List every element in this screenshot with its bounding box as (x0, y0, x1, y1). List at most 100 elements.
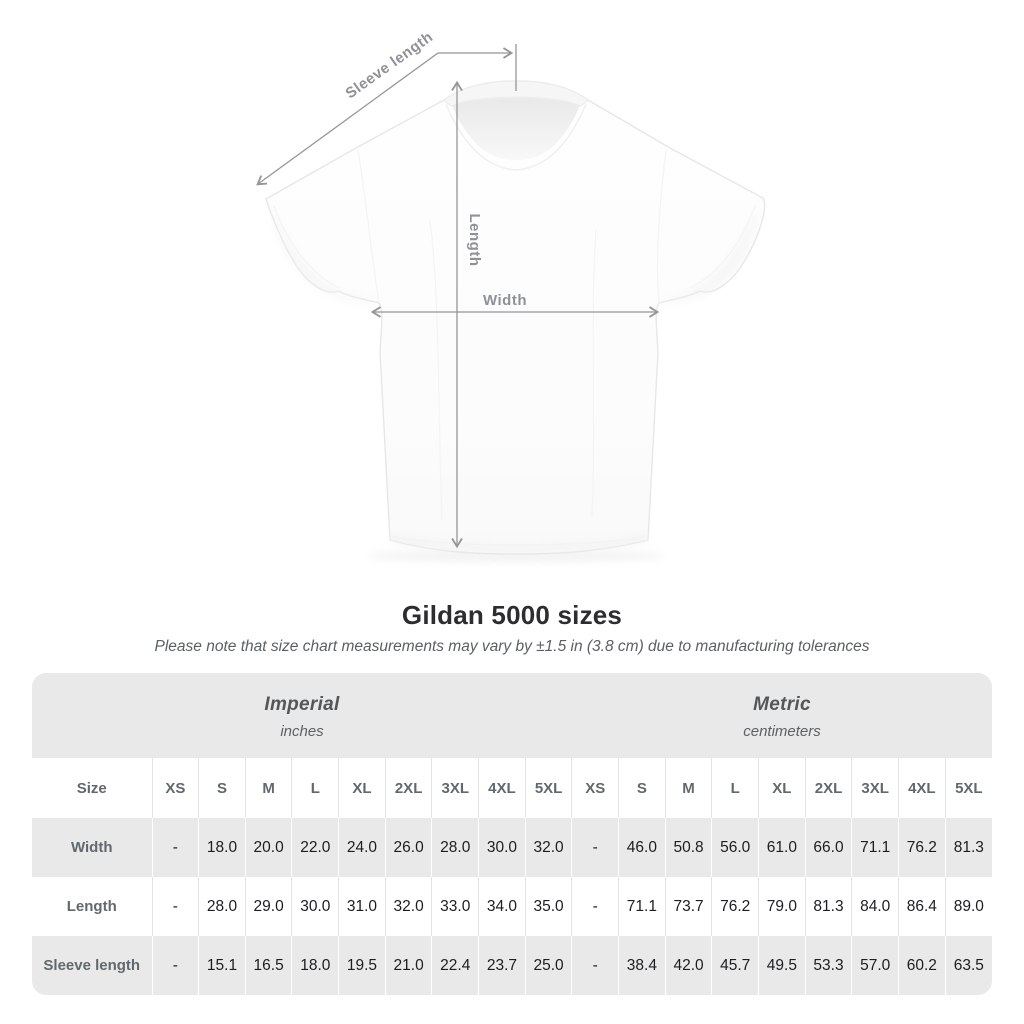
measurement-row: Length -28.0 29.0 30.0 31.0 32.0 33.0 34.0 35.0-… (32, 877, 992, 936)
imperial-size-header: XS (151, 758, 199, 818)
metric-value-cell: 46.0 (618, 818, 666, 877)
metric-value-cell: 84.0 (851, 877, 899, 936)
metric-value-cell: 56.0 (711, 818, 759, 877)
metric-size-header: 4XL (898, 758, 946, 818)
width-label: Width (483, 292, 527, 309)
metric-unit-label: centimeters (743, 722, 821, 740)
measurement-label: Sleeve length (43, 957, 141, 974)
metric-value-cell: 49.5 (758, 936, 806, 995)
measurement-row: Sleeve length -15.1 16.5 18.0 19.5 21.0 22.4 23… (32, 936, 992, 995)
metric-value-cell: 86.4 (898, 877, 946, 936)
metric-heading: Metric (753, 693, 811, 715)
imperial-value-cell: 23.7 (478, 936, 526, 995)
right-sleeve-hem (688, 205, 756, 289)
imperial-value-cell: 30.0 (291, 877, 339, 936)
metric-value-cell: 81.3 (944, 818, 992, 877)
imperial-size-header: M (244, 758, 292, 818)
imperial-value-cell: - (151, 936, 199, 995)
metric-size-header: 3XL (851, 758, 899, 818)
imperial-value-cell: 25.0 (524, 936, 572, 995)
imperial-value-cell: 18.0 (291, 936, 339, 995)
imperial-value-cell: 24.0 (338, 818, 386, 877)
metric-value-cell: 53.3 (804, 936, 852, 995)
imperial-size-header: XL (338, 758, 386, 818)
metric-value-cell: 81.3 (804, 877, 852, 936)
imperial-size-header: 5XL (524, 758, 572, 818)
bottom-hem-stitch (391, 535, 647, 546)
metric-value-cell: 66.0 (804, 818, 852, 877)
imperial-value-cell: 30.0 (478, 818, 526, 877)
metric-value-cell: 71.1 (618, 877, 666, 936)
left-sleeve-hem (273, 205, 341, 289)
page-title: Gildan 5000 sizes (401, 600, 623, 630)
imperial-value-cell: - (151, 818, 199, 877)
imperial-value-cell: 22.4 (431, 936, 479, 995)
metric-size-header: 5XL (944, 758, 992, 818)
size-table: Size XS S M L XL 2XL 3XL 4XL 5XL XS S M L XL 2XL 3XL 4XL 5… (32, 758, 992, 995)
unit-group-metric: Metric centimeters (572, 673, 992, 758)
metric-size-header: S (618, 758, 666, 818)
metric-value-cell: 76.2 (898, 818, 946, 877)
metric-value-cell: 45.7 (711, 936, 759, 995)
size-chart: Imperial inches Metric centimeters Size X… (32, 673, 992, 995)
right-armhole-seam (656, 149, 667, 303)
tshirt-measurement-diagram: Sleeve length Length Width (256, 28, 766, 562)
imperial-value-cell: 21.0 (384, 936, 432, 995)
imperial-size-header: S (198, 758, 246, 818)
imperial-heading: Imperial (264, 693, 340, 715)
imperial-size-header: 4XL (478, 758, 526, 818)
metric-value-cell: 89.0 (944, 877, 992, 936)
metric-size-header: M (664, 758, 712, 818)
measurement-label: Width (70, 839, 113, 856)
imperial-value-cell: - (151, 877, 199, 936)
metric-value-cell: 42.0 (664, 936, 712, 995)
size-column-header: Size (76, 779, 107, 797)
length-label: Length (466, 214, 483, 267)
imperial-size-header: 2XL (384, 758, 432, 818)
imperial-value-cell: 28.0 (431, 818, 479, 877)
metric-value-cell: 79.0 (758, 877, 806, 936)
imperial-value-cell: 19.5 (338, 936, 386, 995)
shirt-shadow (366, 550, 666, 562)
metric-value-cell: 38.4 (618, 936, 666, 995)
metric-value-cell: - (571, 936, 619, 995)
measurement-label: Length (66, 898, 117, 915)
metric-value-cell: 71.1 (851, 818, 899, 877)
tolerance-note: Please note that size chart measurements… (154, 638, 870, 655)
imperial-value-cell: 29.0 (244, 877, 292, 936)
imperial-value-cell: 16.5 (244, 936, 292, 995)
metric-size-header: XL (758, 758, 806, 818)
metric-value-cell: 50.8 (664, 818, 712, 877)
imperial-value-cell: 34.0 (478, 877, 526, 936)
imperial-value-cell: 22.0 (291, 818, 339, 877)
metric-value-cell: - (571, 877, 619, 936)
metric-value-cell: 76.2 (711, 877, 759, 936)
imperial-value-cell: 15.1 (198, 936, 246, 995)
imperial-value-cell: 31.0 (338, 877, 386, 936)
metric-value-cell: 57.0 (851, 936, 899, 995)
unit-group-imperial: Imperial inches (32, 673, 572, 758)
imperial-value-cell: 26.0 (384, 818, 432, 877)
sleeve-length-label: Sleeve length (342, 28, 436, 102)
metric-size-header: XS (571, 758, 619, 818)
metric-value-cell: 63.5 (944, 936, 992, 995)
imperial-size-header: L (291, 758, 339, 818)
metric-value-cell: 60.2 (898, 936, 946, 995)
size-header-row: Size XS S M L XL 2XL 3XL 4XL 5XL XS S M L XL 2XL 3XL 4XL 5… (32, 758, 992, 818)
metric-value-cell: 61.0 (758, 818, 806, 877)
imperial-value-cell: 28.0 (198, 877, 246, 936)
metric-value-cell: - (571, 818, 619, 877)
imperial-value-cell: 32.0 (384, 877, 432, 936)
imperial-value-cell: 32.0 (524, 818, 572, 877)
metric-value-cell: 73.7 (664, 877, 712, 936)
measurement-row: Width -18.0 20.0 22.0 24.0 26.0 28.0 30.0 32.0-4… (32, 818, 992, 877)
metric-size-header: L (711, 758, 759, 818)
imperial-value-cell: 20.0 (244, 818, 292, 877)
tshirt-image (265, 80, 766, 555)
sleeve-length-arrow (256, 47, 514, 186)
imperial-value-cell: 18.0 (198, 818, 246, 877)
imperial-value-cell: 33.0 (431, 877, 479, 936)
imperial-unit-label: inches (280, 722, 324, 740)
imperial-size-header: 3XL (431, 758, 479, 818)
